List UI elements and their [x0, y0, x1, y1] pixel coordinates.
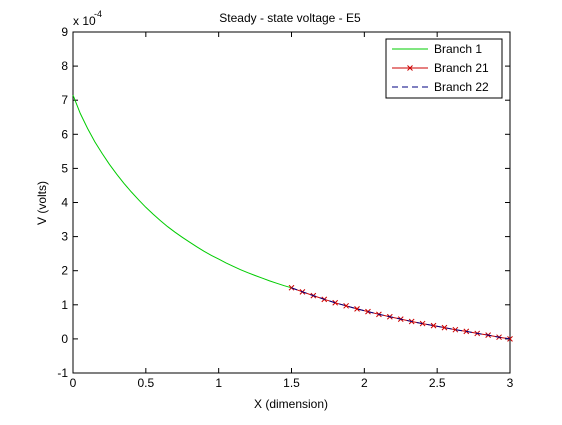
y-tick-label: 2 — [61, 264, 68, 278]
y-tick-label: 5 — [61, 161, 68, 175]
x-tick-label: 1 — [215, 376, 222, 390]
x-tick-label: 2 — [361, 376, 368, 390]
x-axis-label: X (dimension) — [254, 397, 328, 411]
y-multiplier-exponent: -4 — [94, 9, 102, 19]
x-tick-label: 3 — [507, 376, 514, 390]
series-point-marker — [419, 320, 426, 327]
y-tick-label: 3 — [61, 230, 68, 244]
series-point-marker — [452, 326, 459, 333]
x-tick-label: 0 — [70, 376, 77, 390]
y-tick-label: 6 — [61, 127, 68, 141]
y-tick-label: 1 — [61, 298, 68, 312]
y-multiplier: x 10 — [73, 14, 96, 28]
x-tick-label: 0.5 — [137, 376, 154, 390]
legend-marker — [407, 65, 413, 71]
series-line-3 — [291, 287, 511, 340]
legend-label-2: Branch 21 — [434, 61, 489, 75]
y-tick-label: 8 — [61, 59, 68, 73]
legend: Branch 1 Branch 21 Branch 22 — [385, 38, 503, 99]
y-tick-label: 4 — [61, 196, 68, 210]
series-line-1 — [72, 94, 292, 289]
y-tick-label: 0 — [61, 332, 68, 346]
series-group — [72, 94, 513, 342]
y-tick-label: 9 — [61, 25, 68, 39]
series-point-marker — [343, 302, 349, 309]
legend-label-3: Branch 22 — [434, 80, 489, 94]
series-point-marker — [430, 322, 437, 329]
y-tick-label: -1 — [57, 366, 68, 380]
chart-title: Steady - state voltage - E5 — [219, 11, 361, 25]
legend-label-1: Branch 1 — [434, 42, 482, 56]
tick-marks — [72, 31, 511, 374]
series-point-marker — [441, 324, 448, 331]
y-axis-label: V (volts) — [35, 181, 49, 225]
series-point-marker — [354, 306, 360, 312]
x-tick-label: 1.5 — [283, 376, 300, 390]
series-point-marker — [332, 299, 339, 306]
series-point-marker — [288, 284, 295, 291]
x-tick-label: 2.5 — [429, 376, 446, 390]
y-tick-label: 7 — [61, 93, 68, 107]
